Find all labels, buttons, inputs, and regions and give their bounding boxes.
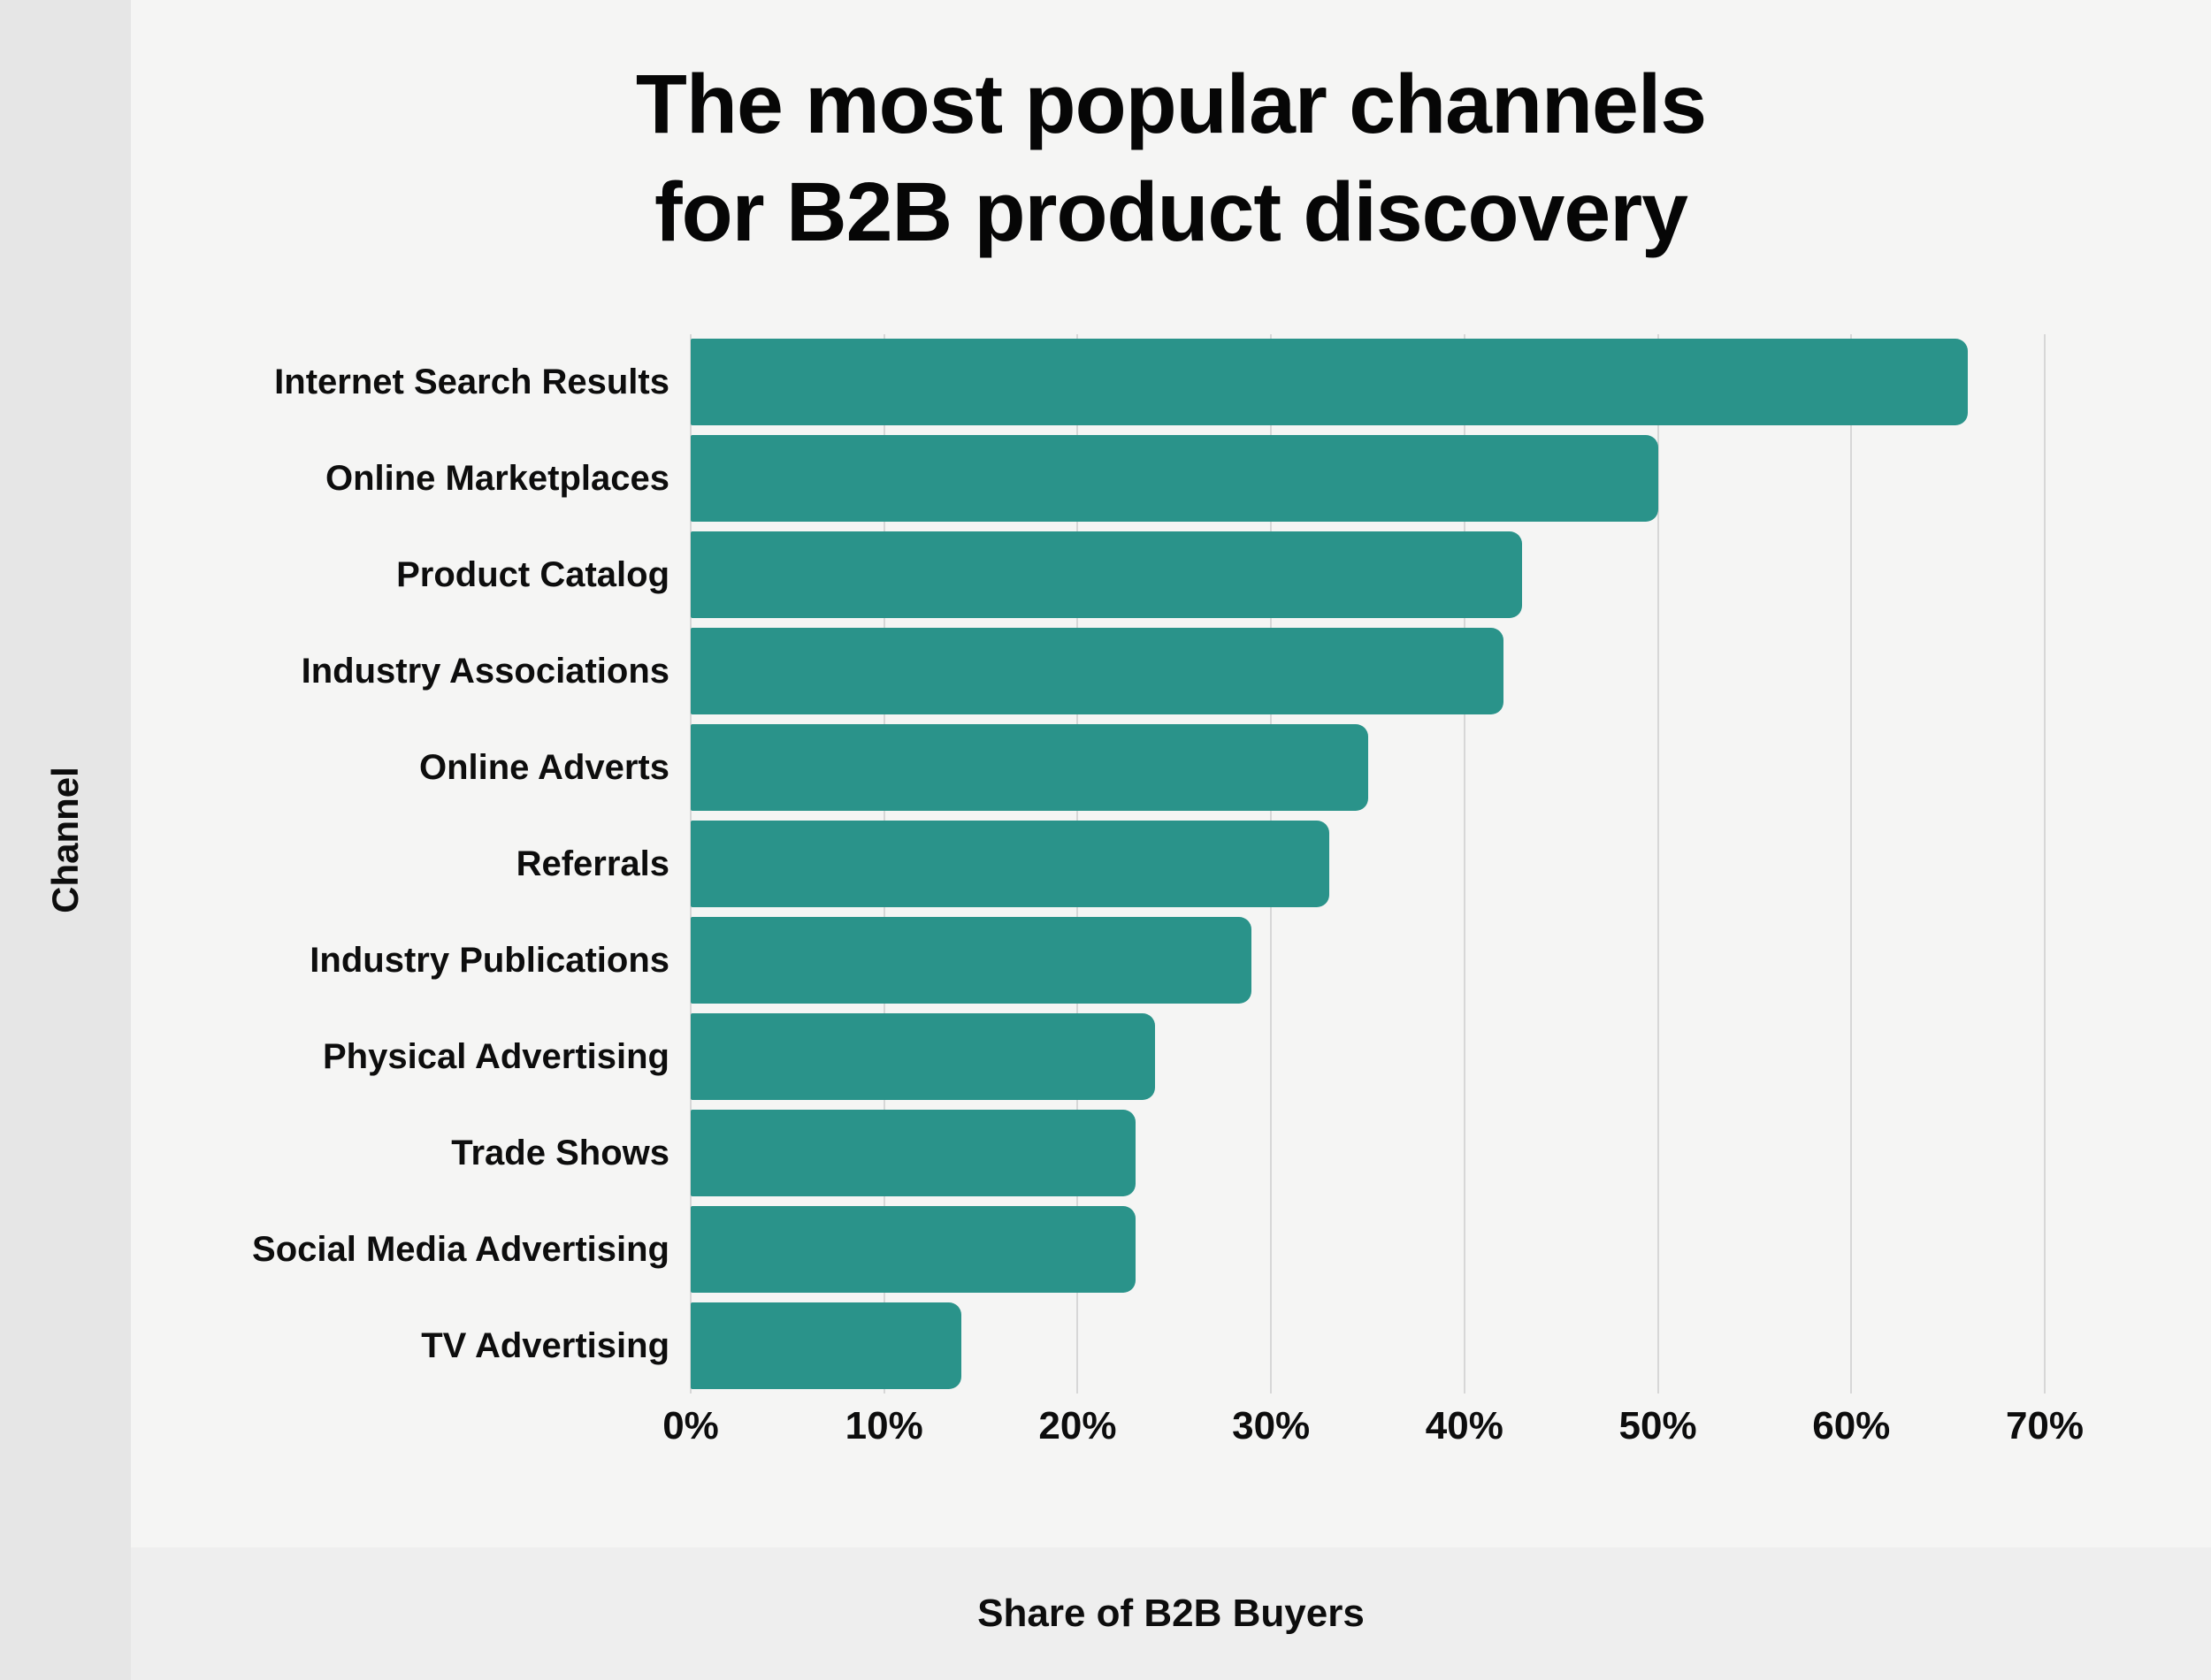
x-tick-label: 10% xyxy=(845,1404,923,1447)
grid-line xyxy=(1850,334,1853,1394)
bar xyxy=(691,821,1329,907)
category-label: Online Adverts xyxy=(418,747,669,787)
x-tick-label: 60% xyxy=(1812,1404,1891,1447)
grid-line xyxy=(1656,334,1659,1394)
bar xyxy=(691,435,1658,522)
category-label: Online Marketplaces xyxy=(325,458,669,498)
x-tick-label: 40% xyxy=(1425,1404,1503,1447)
bar-row: Trade Shows xyxy=(0,1110,2211,1196)
bar-row: Social Media Advertising xyxy=(0,1206,2211,1293)
bar-row: Internet Search Results xyxy=(0,339,2211,425)
chart-title-line1: The most popular channels xyxy=(635,57,1707,151)
category-label: TV Advertising xyxy=(421,1325,669,1365)
bar-row: Physical Advertising xyxy=(0,1013,2211,1100)
bar xyxy=(691,628,1503,714)
x-axis-strip: Share of B2B Buyers xyxy=(131,1547,2211,1680)
y-axis-strip: Channel xyxy=(0,0,131,1680)
bar-row: Industry Associations xyxy=(0,628,2211,714)
x-tick-label: 50% xyxy=(1618,1404,1697,1447)
grid-line xyxy=(2044,334,2046,1394)
bar xyxy=(691,1302,962,1389)
bar xyxy=(691,1013,1155,1100)
category-label: Internet Search Results xyxy=(274,362,669,401)
category-label: Industry Publications xyxy=(310,940,669,980)
bar-row: Product Catalog xyxy=(0,531,2211,618)
category-label: Product Catalog xyxy=(396,554,669,594)
grid-line xyxy=(1463,334,1465,1394)
bar-row: Referrals xyxy=(0,821,2211,907)
chart-title-line2: for B2B product discovery xyxy=(654,164,1688,259)
category-label: Industry Associations xyxy=(301,651,669,691)
bar xyxy=(691,724,1368,811)
bar-row: TV Advertising xyxy=(0,1302,2211,1389)
x-tick-label: 30% xyxy=(1232,1404,1311,1447)
bar xyxy=(691,339,1968,425)
x-tick-label: 0% xyxy=(662,1404,719,1447)
chart-title: The most popular channels for B2B produc… xyxy=(131,51,2211,266)
bar-row: Industry Publications xyxy=(0,917,2211,1004)
bar xyxy=(691,1206,1136,1293)
category-label: Physical Advertising xyxy=(323,1036,669,1076)
x-tick-label: 20% xyxy=(1038,1404,1117,1447)
bar-row: Online Adverts xyxy=(0,724,2211,811)
bar xyxy=(691,1110,1136,1196)
bar-row: Online Marketplaces xyxy=(0,435,2211,522)
x-axis-label: Share of B2B Buyers xyxy=(977,1592,1365,1635)
category-label: Trade Shows xyxy=(451,1133,669,1172)
bar xyxy=(691,917,1252,1004)
category-label: Referrals xyxy=(516,844,669,883)
x-tick-label: 70% xyxy=(2005,1404,2085,1447)
bar xyxy=(691,531,1523,618)
category-label: Social Media Advertising xyxy=(252,1229,669,1269)
